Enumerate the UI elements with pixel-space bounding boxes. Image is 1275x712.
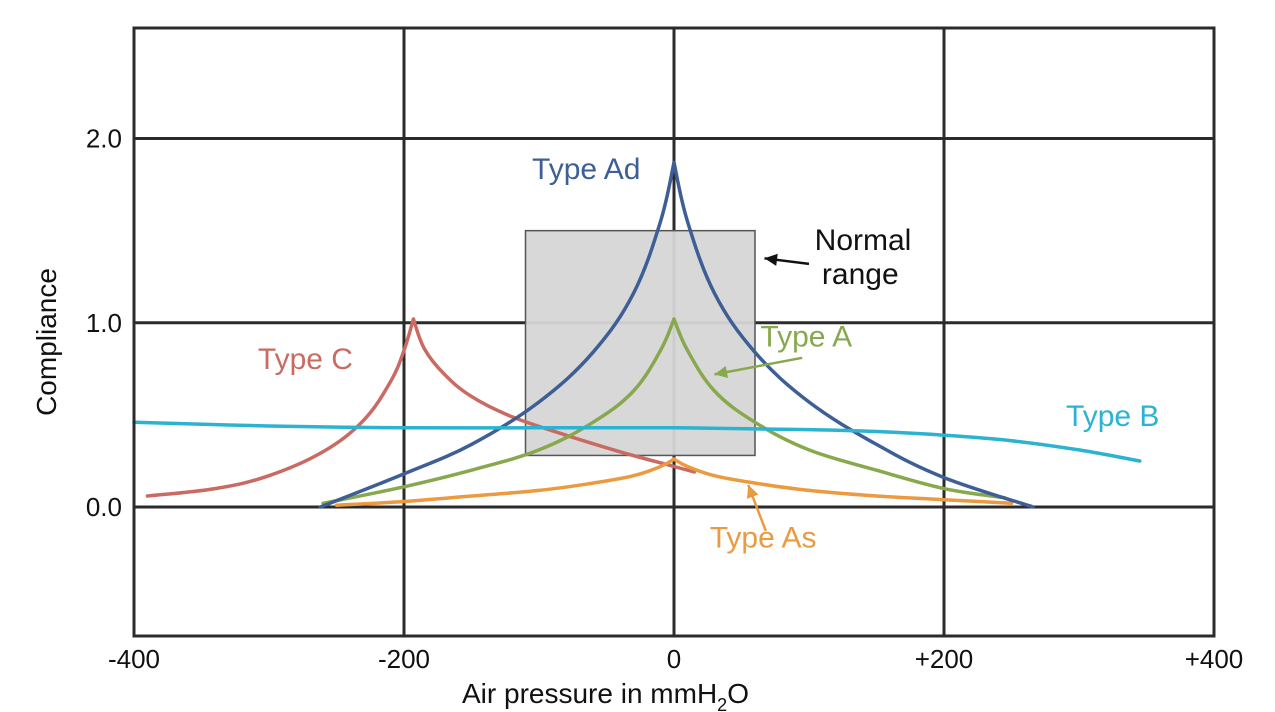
curves bbox=[132, 160, 1142, 509]
annotation-arrows bbox=[714, 253, 810, 532]
series-type-ad bbox=[318, 160, 1035, 509]
x-axis-label-tail: O bbox=[727, 678, 749, 709]
x-axis-label-main: Air pressure in mmH bbox=[462, 678, 717, 709]
y-tick-label-0-0: 0.0 bbox=[86, 492, 122, 522]
series-type-c bbox=[145, 317, 697, 498]
normal-range-label-line1: Normal bbox=[815, 224, 912, 257]
x-tick-label-400: -400 bbox=[108, 644, 160, 674]
arrow-normal-range bbox=[764, 253, 810, 266]
series-type-b bbox=[132, 420, 1142, 463]
curve-label-type-ad: Type Ad bbox=[532, 153, 640, 186]
curve-label-type-b: Type B bbox=[1066, 400, 1159, 433]
y-axis-label: Compliance bbox=[31, 268, 62, 416]
curve-label-type-c: Type C bbox=[258, 343, 353, 376]
x-tick-label-200: -200 bbox=[378, 644, 430, 674]
arrow-type-as bbox=[747, 484, 767, 532]
curve-label-type-a: Type A bbox=[760, 321, 852, 354]
x-tick-label-0: 0 bbox=[667, 644, 681, 674]
y-tick-label-1-0: 1.0 bbox=[86, 308, 122, 338]
series-line-left-type-c bbox=[145, 317, 416, 498]
series-line-right-type-ad bbox=[672, 160, 1035, 509]
y-tick-labels: 0.0 1.0 2.0 bbox=[86, 124, 122, 522]
normal-range-label-line2: range bbox=[822, 258, 899, 291]
series-line-left-type-as bbox=[334, 457, 676, 507]
x-tick-label-200: +200 bbox=[915, 644, 974, 674]
normal-range-box bbox=[524, 229, 756, 457]
series-type-a bbox=[321, 317, 1007, 506]
series-line-left-type-a bbox=[321, 317, 676, 506]
series-line-right-type-c bbox=[411, 317, 697, 474]
series-line-right-type-as bbox=[672, 457, 1014, 506]
series-line-type-b bbox=[132, 420, 1142, 463]
series-type-as bbox=[334, 457, 1014, 507]
arrow-type-a bbox=[714, 356, 803, 379]
x-axis-label: Air pressure in mmH2O bbox=[462, 678, 749, 712]
x-tick-labels: -400 -200 0 +200 +400 bbox=[108, 644, 1243, 674]
plot-border bbox=[132, 26, 1216, 638]
series-line-left-type-ad bbox=[318, 160, 676, 509]
x-axis-label-subscript: 2 bbox=[717, 695, 727, 712]
series-line-right-type-a bbox=[672, 317, 1007, 500]
y-tick-label-2-0: 2.0 bbox=[86, 124, 122, 154]
x-tick-label-400: +400 bbox=[1185, 644, 1244, 674]
plot-frame bbox=[132, 26, 1216, 638]
